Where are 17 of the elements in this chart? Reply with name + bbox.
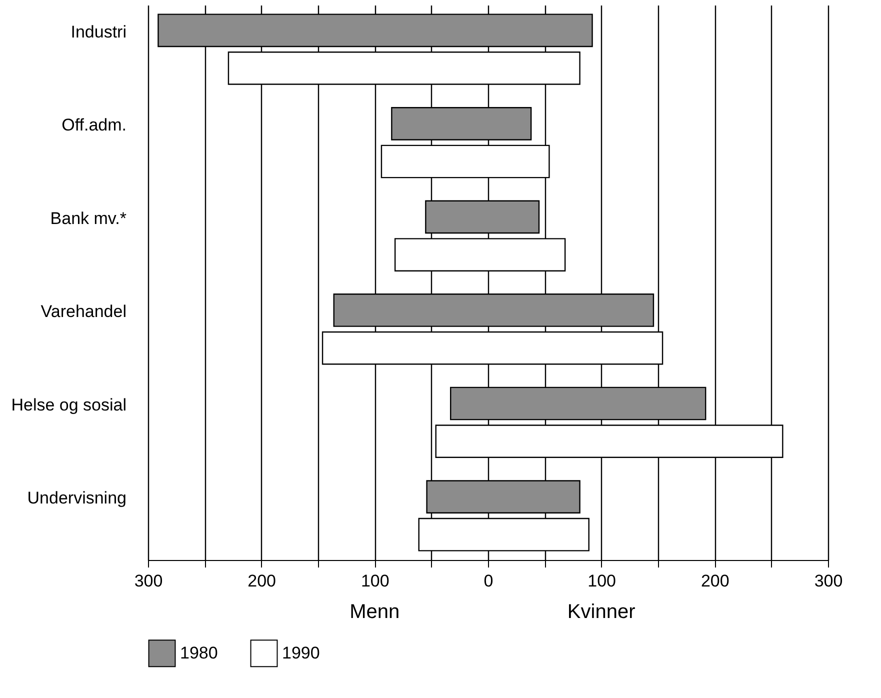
legend-label: 1980 — [180, 643, 218, 662]
text: Menn — [350, 601, 400, 623]
x-tick-label: 100 — [360, 572, 390, 590]
x-tick-label: 300 — [134, 572, 163, 590]
y-tick-label: Undervisning — [27, 488, 126, 508]
legend-label: 1990 — [282, 643, 320, 662]
x-tick-label: 100 — [588, 572, 616, 590]
y-tick-label: Bank mv.* — [50, 208, 127, 228]
x-tick-label: 300 — [814, 572, 843, 590]
x-tick-label: 200 — [700, 572, 730, 590]
x-tick-label: 0 — [484, 572, 494, 590]
x-tick-label: 200 — [248, 572, 276, 590]
y-tick-label: Off.adm. — [62, 116, 126, 135]
y-tick-label: Varehandel — [40, 302, 126, 322]
y-tick-label: Industri — [70, 22, 126, 42]
y-tick-label: Helse og sosial — [11, 395, 126, 414]
text: Kvinner — [567, 601, 636, 623]
